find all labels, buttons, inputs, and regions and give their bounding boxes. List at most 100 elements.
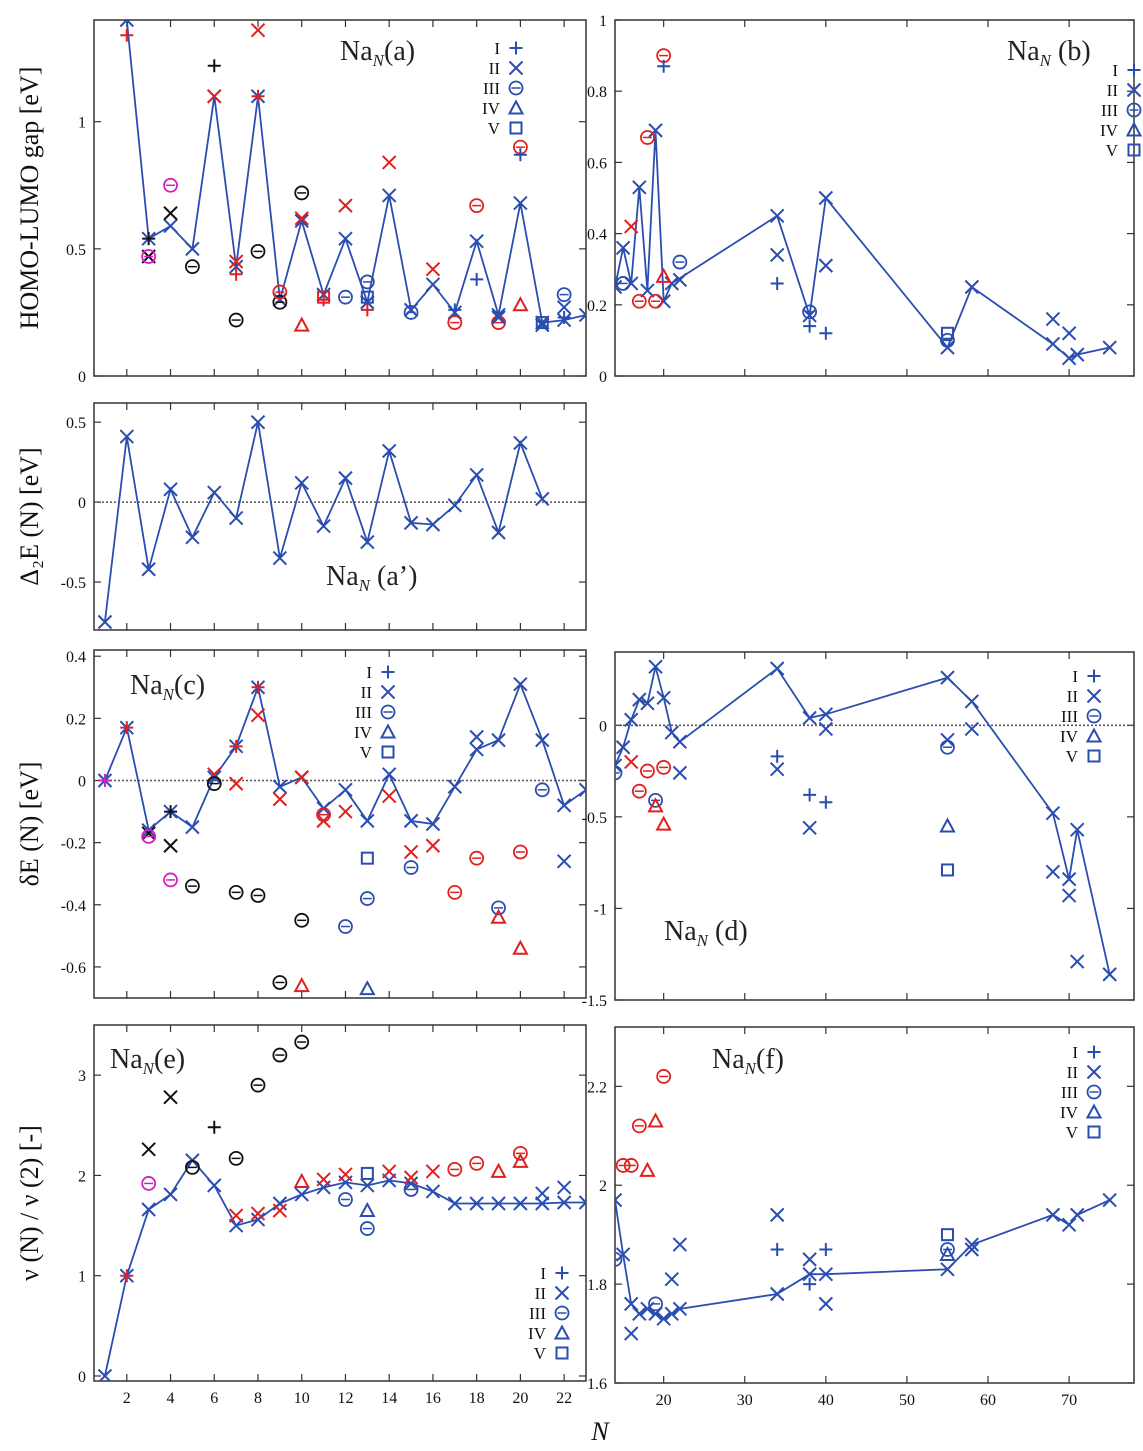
legend-label: I (1112, 61, 1118, 80)
data-point (359, 980, 376, 996)
data-point (1045, 864, 1061, 879)
line-point (769, 208, 785, 224)
line-point (185, 241, 200, 257)
plot-area-b (615, 48, 1117, 366)
line-point (632, 180, 647, 195)
line-point (615, 279, 623, 295)
x-tick-label: 16 (425, 1390, 441, 1407)
data-point (770, 1243, 784, 1256)
line-point (513, 1196, 528, 1211)
legend-label: II (489, 59, 501, 78)
line-point (228, 259, 244, 274)
data-point (490, 908, 507, 924)
line-point (272, 779, 288, 794)
y-tick-label: 0.5 (66, 242, 86, 259)
data-point (939, 817, 956, 833)
legend-label: IV (354, 723, 373, 742)
data-point (338, 1192, 353, 1207)
data-point (557, 311, 571, 325)
data-point (294, 185, 310, 201)
data-point (512, 939, 529, 955)
legend-label: II (1067, 1063, 1079, 1082)
data-point (469, 850, 485, 866)
data-point (648, 1296, 663, 1312)
line-point (403, 302, 419, 318)
data-point (802, 304, 818, 320)
data-point (228, 312, 244, 328)
data-point (447, 315, 463, 331)
line-point (1070, 347, 1085, 362)
line-point (447, 1196, 463, 1211)
panel-frame-b (614, 19, 1135, 377)
data-point (1061, 888, 1077, 903)
y-tick-label: 3 (78, 1068, 86, 1085)
legend-marker (1126, 82, 1142, 98)
line-point (185, 819, 200, 835)
y-tick-label: -1 (594, 901, 607, 918)
legend-label: III (1061, 1083, 1078, 1102)
data-point (338, 289, 353, 305)
line-point (769, 1286, 785, 1302)
y-tick-label: -0.4 (61, 898, 86, 915)
legend-label: I (1072, 1043, 1078, 1062)
legend-label: IV (1060, 727, 1079, 746)
data-point (293, 316, 310, 332)
legend-label: II (535, 1284, 547, 1303)
plot-area-f (615, 1069, 1117, 1341)
panel-title-e: NaN(e) (110, 1044, 185, 1078)
data-point (448, 303, 462, 317)
line-point (119, 429, 135, 444)
line-point (818, 190, 834, 206)
data-point (491, 315, 506, 331)
data-point (250, 708, 266, 723)
y-tick-label: 0 (78, 495, 86, 512)
line-point (272, 550, 288, 566)
data-point (624, 754, 639, 770)
data-point (163, 177, 178, 193)
line-point (535, 491, 550, 507)
line-point (1070, 1207, 1085, 1223)
data-point (803, 788, 817, 802)
data-point (293, 976, 310, 993)
panel-frame-f (614, 1026, 1135, 1384)
data-point (647, 797, 664, 813)
legend-label: V (534, 1344, 547, 1363)
y-tick-label: 0.4 (66, 649, 86, 666)
series-line-a (125, 20, 586, 324)
y-axis-label-c: δE (N) [eV] (15, 762, 44, 887)
panel-title-c: NaN(c) (130, 670, 205, 704)
y-tick-label: -0.5 (61, 575, 86, 592)
data-point (556, 1180, 572, 1195)
plot-area-d (615, 659, 1117, 982)
line-point (615, 240, 631, 256)
y-tick-label: 1 (78, 1269, 86, 1286)
data-point (294, 912, 310, 928)
line-point (469, 742, 484, 757)
y-tick-label: 0 (599, 718, 607, 735)
legend-marker (509, 41, 523, 55)
data-point (672, 272, 688, 288)
y-tick-label: 1 (599, 13, 607, 30)
y-tick-label: 0.5 (66, 415, 86, 432)
x-tick-label: 20 (512, 1390, 528, 1407)
line-point (578, 782, 586, 798)
data-point (425, 838, 441, 853)
data-point (535, 1186, 550, 1201)
data-point (819, 326, 833, 340)
panel-title-a: NaN(a) (340, 36, 415, 70)
line-point (360, 1178, 375, 1193)
data-point (163, 206, 178, 221)
plot-area-e (97, 1034, 586, 1381)
y-tick-label: -0.6 (61, 960, 86, 977)
data-point (207, 89, 222, 104)
panel-frame-a2 (93, 402, 587, 631)
line-point (294, 1187, 309, 1202)
data-point (272, 1047, 288, 1063)
line-point (1045, 805, 1061, 821)
y-tick-label: 0 (78, 774, 86, 791)
data-point (770, 749, 784, 763)
x-tick-label: 12 (337, 1390, 353, 1407)
data-point (818, 721, 834, 737)
